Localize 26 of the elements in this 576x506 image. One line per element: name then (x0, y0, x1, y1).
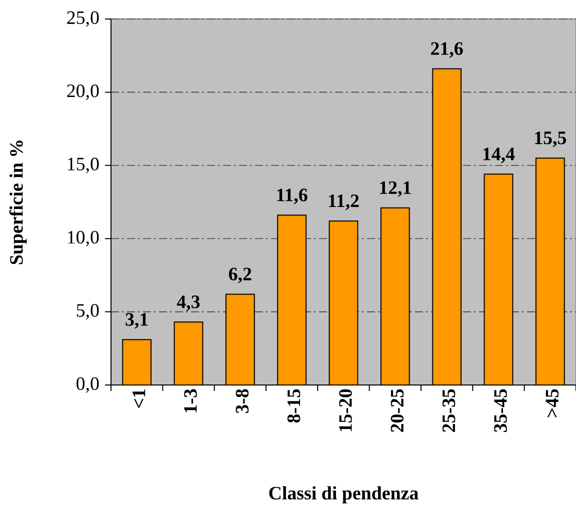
data-label: 11,6 (277, 188, 308, 204)
x-tick-label: 8-15 (287, 389, 300, 423)
y-tick-label: 25,0 (67, 11, 99, 27)
data-label: 11,2 (328, 194, 359, 210)
data-label: 12,1 (380, 181, 411, 197)
x-tick-label: <1 (132, 389, 146, 408)
y-axis-title: Superficie in % (9, 140, 27, 264)
y-tick-label: 15,0 (68, 158, 99, 174)
x-tick-label: 3-8 (236, 389, 249, 414)
data-label: 3,1 (126, 313, 148, 329)
x-tick-label: 35-45 (494, 389, 507, 432)
y-tick-label: 20,0 (67, 84, 99, 100)
x-tick-label: 25-35 (442, 389, 456, 432)
data-label: 14,4 (483, 148, 515, 164)
x-axis-title: Classi di pendenza (269, 486, 418, 504)
y-tick-label: 10,0 (68, 230, 99, 246)
x-tick-label: >45 (546, 389, 558, 418)
data-label: 4,3 (176, 296, 200, 311)
data-label: 15,5 (535, 132, 566, 147)
data-label: 6,2 (228, 268, 252, 284)
y-tick-label: 0,0 (76, 377, 99, 393)
x-tick-label: 15-20 (339, 389, 352, 432)
x-tick-label: 1-3 (184, 389, 197, 412)
data-label: 21,6 (431, 42, 463, 58)
y-tick-label: 5,0 (76, 304, 99, 320)
x-tick-label: 20-25 (390, 389, 404, 432)
